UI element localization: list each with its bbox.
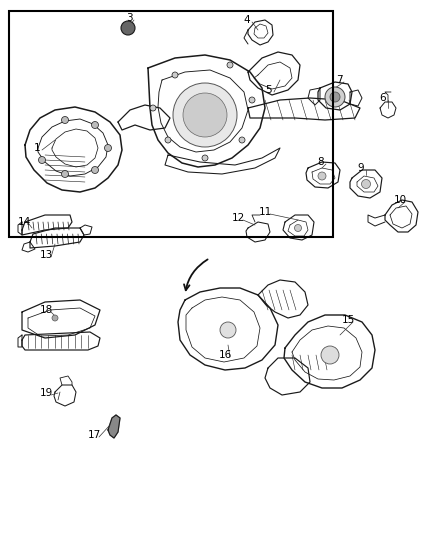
Text: 9: 9: [358, 163, 364, 173]
Circle shape: [105, 144, 112, 151]
Circle shape: [294, 224, 301, 231]
Circle shape: [239, 137, 245, 143]
Text: 13: 13: [39, 250, 53, 260]
Circle shape: [202, 155, 208, 161]
Circle shape: [52, 315, 58, 321]
Circle shape: [173, 83, 237, 147]
Circle shape: [165, 137, 171, 143]
Circle shape: [321, 346, 339, 364]
Circle shape: [183, 93, 227, 137]
Text: 3: 3: [126, 13, 132, 23]
Circle shape: [121, 21, 135, 35]
Circle shape: [249, 97, 255, 103]
Text: 14: 14: [18, 217, 31, 227]
Text: 15: 15: [341, 315, 355, 325]
Circle shape: [325, 87, 345, 107]
Circle shape: [318, 172, 326, 180]
Circle shape: [227, 62, 233, 68]
Bar: [9, 11, 333, 237]
Text: 16: 16: [219, 350, 232, 360]
Text: 12: 12: [231, 213, 245, 223]
Text: 11: 11: [258, 207, 272, 217]
Circle shape: [361, 180, 371, 189]
Text: 7: 7: [336, 75, 343, 85]
Circle shape: [150, 105, 156, 111]
Text: 10: 10: [393, 195, 406, 205]
Circle shape: [61, 117, 68, 124]
Circle shape: [172, 72, 178, 78]
Text: 4: 4: [244, 15, 250, 25]
Text: 19: 19: [39, 388, 53, 398]
Circle shape: [330, 92, 340, 102]
Circle shape: [61, 171, 68, 177]
Text: 6: 6: [380, 93, 386, 103]
Polygon shape: [108, 415, 120, 438]
Text: 1: 1: [34, 143, 40, 153]
Text: 8: 8: [318, 157, 324, 167]
Circle shape: [92, 122, 99, 128]
Text: 18: 18: [39, 305, 53, 315]
Circle shape: [92, 166, 99, 174]
Circle shape: [220, 322, 236, 338]
Text: 5: 5: [266, 85, 272, 95]
Text: 17: 17: [87, 430, 101, 440]
Circle shape: [39, 157, 46, 164]
